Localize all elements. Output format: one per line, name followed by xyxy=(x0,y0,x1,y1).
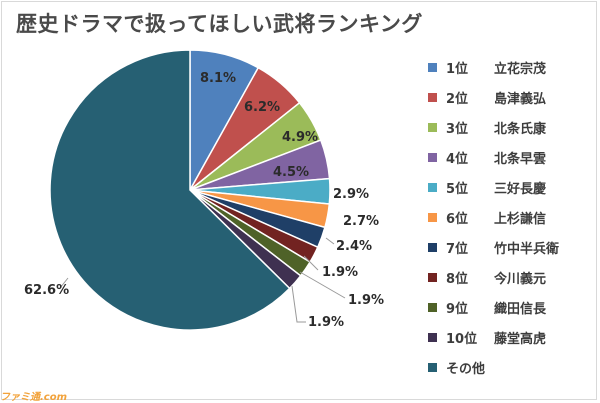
legend-swatch xyxy=(428,332,437,342)
legend-label: その他 xyxy=(446,361,486,377)
legend-item-8: 8位 今川義元 xyxy=(428,269,547,287)
data-label-6: 2.7% xyxy=(343,214,379,229)
legend-label: 今川義元 xyxy=(494,271,547,287)
legend-label: 北条氏康 xyxy=(494,121,547,137)
legend-label: 織田信長 xyxy=(494,301,547,317)
legend-label: 上杉謙信 xyxy=(494,211,547,227)
legend-item-9: 9位 織田信長 xyxy=(428,299,547,317)
legend-label: 島津義弘 xyxy=(494,91,547,107)
legend-item-10: 10位 藤堂高虎 xyxy=(428,329,547,347)
legend-item-1: 1位 立花宗茂 xyxy=(428,59,547,77)
data-label-4: 4.5% xyxy=(273,165,309,180)
legend-rank: 10位 xyxy=(446,331,478,347)
legend-item-4: 4位 北条早雲 xyxy=(428,149,547,167)
legend-item-2: 2位 島津義弘 xyxy=(428,89,547,107)
watermark-logo: ファミ通.com xyxy=(0,392,68,403)
legend-swatch xyxy=(428,152,437,162)
legend-rank: 4位 xyxy=(446,151,469,167)
legend-swatch xyxy=(428,242,437,252)
pie-slice-11 xyxy=(49,49,291,331)
legend-swatch xyxy=(428,212,437,222)
chart-title: 歴史ドラマで扱ってほしい武将ランキング xyxy=(16,12,423,36)
legend-rank: 7位 xyxy=(446,241,469,257)
data-label-7: 2.4% xyxy=(336,239,372,254)
legend-rank: 3位 xyxy=(446,121,469,137)
data-label-8: 1.9% xyxy=(322,265,358,280)
legend-item-7: 7位 竹中半兵衛 xyxy=(428,239,560,257)
legend-item-11: その他 xyxy=(428,359,486,377)
legend-label: 三好長慶 xyxy=(494,181,547,197)
legend-label: 竹中半兵衛 xyxy=(494,241,560,257)
leader-line-8 xyxy=(303,255,319,271)
legend-rank: 8位 xyxy=(446,271,469,287)
data-label-10: 1.9% xyxy=(308,315,344,330)
legend-item-5: 5位 三好長慶 xyxy=(428,179,547,197)
legend-swatch xyxy=(428,362,437,372)
legend-rank: 6位 xyxy=(446,211,469,227)
data-label-5: 2.9% xyxy=(333,187,369,202)
legend-rank: 9位 xyxy=(446,301,469,317)
legend-swatch xyxy=(428,302,437,312)
data-label-1: 8.1% xyxy=(200,71,236,86)
legend-label: 立花宗茂 xyxy=(494,61,547,77)
legend-rank: 5位 xyxy=(446,181,469,197)
legend-rank: 2位 xyxy=(446,91,469,107)
data-label-2: 6.2% xyxy=(244,100,280,115)
legend-swatch xyxy=(428,272,437,282)
data-label-9: 1.9% xyxy=(348,293,384,308)
data-label-11: 62.6% xyxy=(24,283,69,298)
legend-rank: 1位 xyxy=(446,61,469,77)
legend-label: 藤堂高虎 xyxy=(494,331,547,347)
leader-line-9 xyxy=(299,271,346,299)
data-label-3: 4.9% xyxy=(282,130,318,145)
legend-label: 北条早雲 xyxy=(494,151,547,167)
legend-swatch xyxy=(428,62,437,72)
legend-swatch xyxy=(428,92,437,102)
leader-line-7 xyxy=(325,237,335,245)
leader-line-10 xyxy=(291,285,306,323)
legend-swatch xyxy=(428,182,437,192)
leader-line-11 xyxy=(59,277,69,289)
legend-swatch xyxy=(428,122,437,132)
legend-item-6: 6位 上杉謙信 xyxy=(428,209,547,227)
legend-item-3: 3位 北条氏康 xyxy=(428,119,547,137)
